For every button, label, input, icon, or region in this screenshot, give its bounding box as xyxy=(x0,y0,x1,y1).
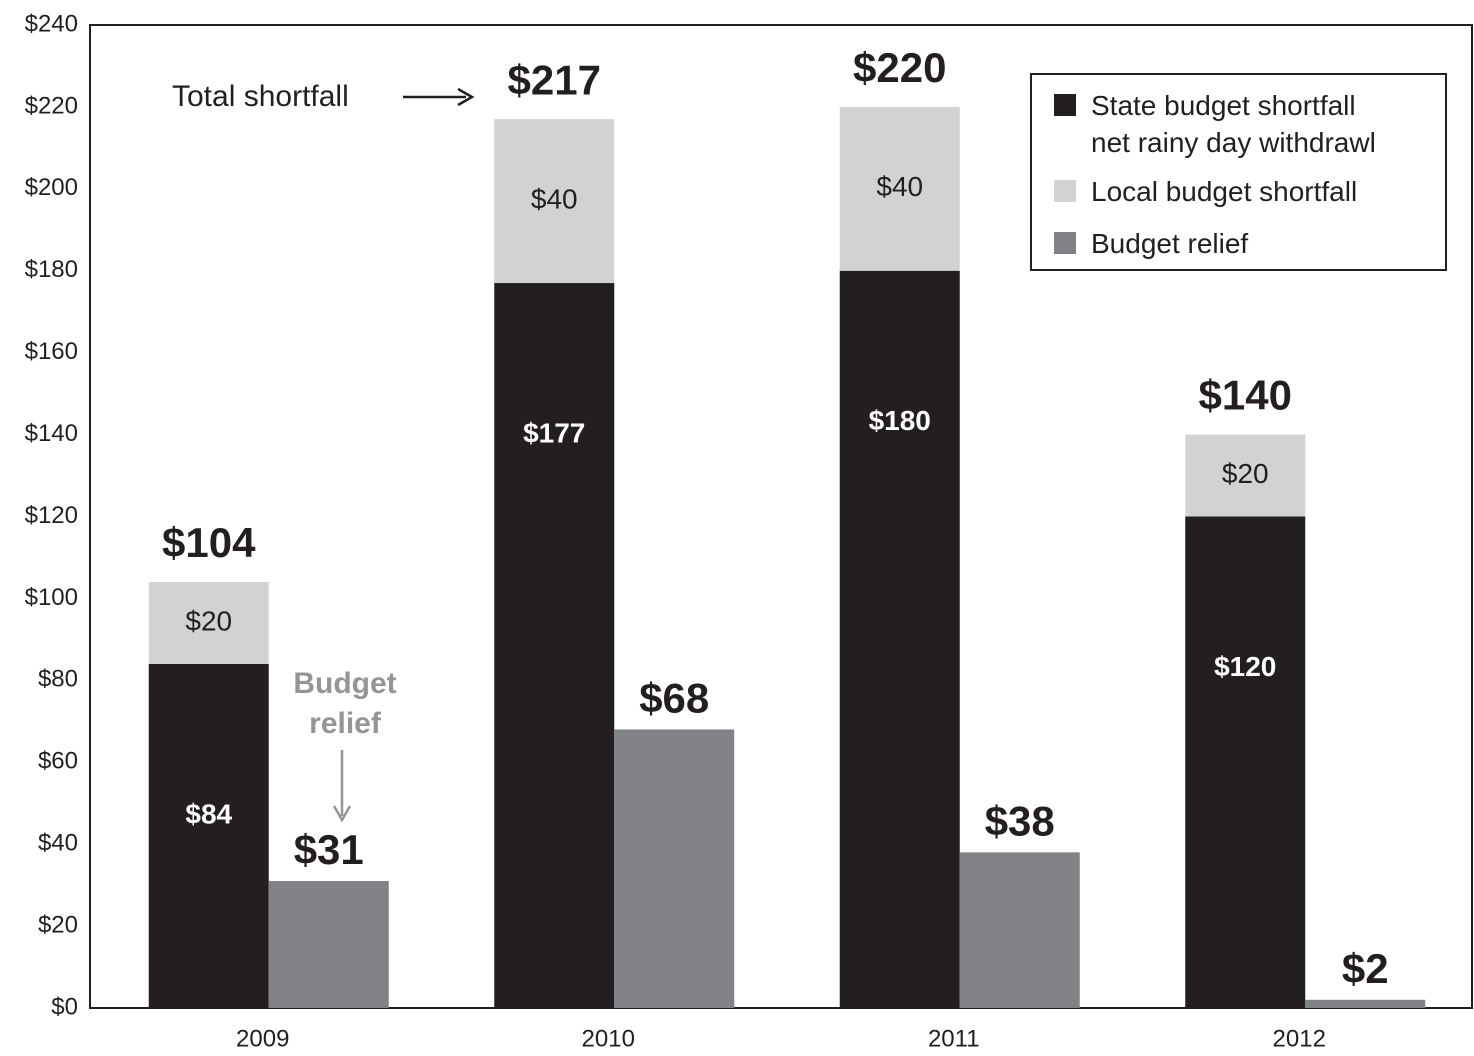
bar-segment xyxy=(148,582,269,664)
y-tick-label: $0 xyxy=(51,993,78,1020)
bar-segment xyxy=(494,119,615,284)
y-tick-label: $220 xyxy=(25,92,78,119)
y-tick-label: $40 xyxy=(38,830,78,857)
legend-label: Budget relief xyxy=(1091,228,1249,259)
bar-segment xyxy=(959,852,1080,1008)
legend-swatch xyxy=(1054,180,1076,202)
total-label: $140 xyxy=(1199,372,1292,419)
bar-segment xyxy=(614,729,735,1008)
legend: State budget shortfall net rainy day wit… xyxy=(1030,73,1447,271)
legend-label: Local budget shortfall xyxy=(1091,176,1358,207)
legend-label: State budget shortfall net rainy day wit… xyxy=(1091,90,1376,158)
bar-label: $177 xyxy=(523,417,585,448)
x-tick-label: 2012 xyxy=(1273,1025,1326,1052)
y-tick-label: $160 xyxy=(25,338,78,365)
y-tick-label: $180 xyxy=(25,256,78,283)
bar-label: $31 xyxy=(294,826,364,873)
arrow-head xyxy=(332,805,352,823)
bar-segment xyxy=(1185,516,1306,1008)
total-label: $217 xyxy=(508,56,601,103)
bar-label: $180 xyxy=(869,405,931,436)
legend-swatch xyxy=(1054,232,1076,254)
legend-item: Local budget shortfall xyxy=(1054,173,1357,210)
y-tick-label: $140 xyxy=(25,420,78,447)
y-tick-label: $200 xyxy=(25,174,78,201)
annotation: Budget relief xyxy=(293,667,397,740)
total-label: $220 xyxy=(853,44,946,91)
x-tick-label: 2011 xyxy=(928,1025,980,1052)
bar-label: $68 xyxy=(639,675,709,722)
bar-segment xyxy=(1185,434,1306,517)
bar-segment xyxy=(839,106,960,271)
legend-item: State budget shortfall net rainy day wit… xyxy=(1054,87,1376,161)
y-tick-label: $120 xyxy=(25,502,78,529)
x-tick-label: 2009 xyxy=(236,1025,289,1052)
bar-label: $40 xyxy=(876,171,923,202)
total-label: $104 xyxy=(162,519,256,566)
bar-segment xyxy=(494,283,615,1009)
bar-label: $2 xyxy=(1342,945,1389,992)
legend-swatch xyxy=(1054,94,1076,116)
x-tick-label: 2010 xyxy=(582,1025,635,1052)
bar-segment xyxy=(1305,999,1426,1008)
bar-segment xyxy=(268,881,389,1008)
bar-label: $84 xyxy=(185,798,232,829)
y-tick-label: $100 xyxy=(25,584,78,611)
bar-label: $20 xyxy=(1222,458,1269,489)
plot-frame xyxy=(89,24,1473,1009)
y-tick-label: $80 xyxy=(38,666,78,693)
bar-segment xyxy=(839,270,960,1008)
arrow-head xyxy=(457,87,475,107)
bar-label: $120 xyxy=(1214,651,1276,682)
bar-label: $40 xyxy=(531,184,578,215)
y-tick-label: $240 xyxy=(25,10,78,37)
bar-segment xyxy=(148,663,269,1008)
y-tick-label: $20 xyxy=(38,911,78,938)
bar-label: $38 xyxy=(985,797,1055,844)
annotation: Total shortfall xyxy=(172,80,349,113)
legend-item: Budget relief xyxy=(1054,225,1248,262)
bar-label: $20 xyxy=(185,605,232,636)
y-tick-label: $60 xyxy=(38,748,78,775)
